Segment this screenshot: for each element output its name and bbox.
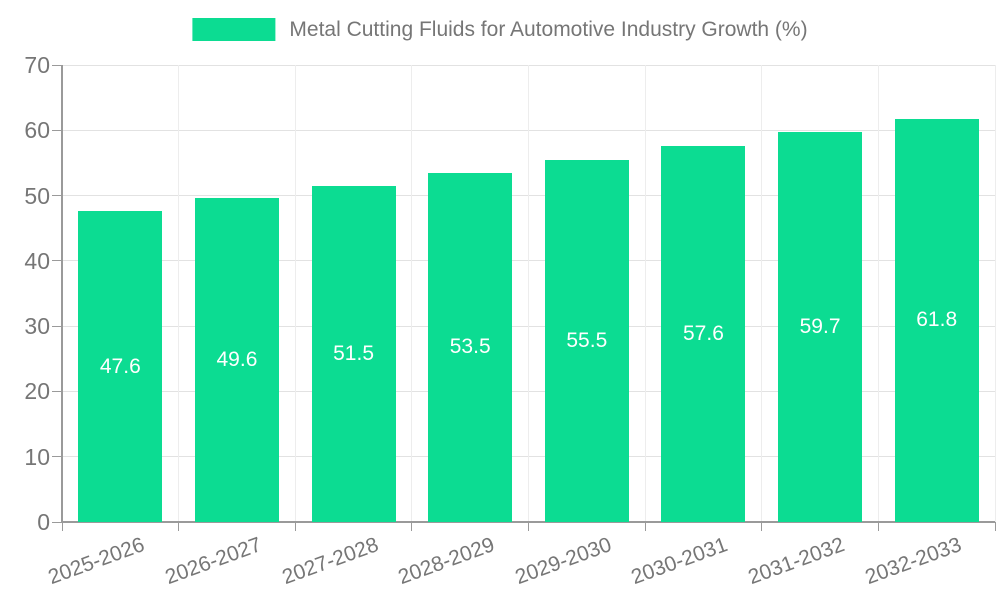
x-axis-line [62,521,995,523]
y-axis-tick [52,129,62,131]
bar-2028-2029[interactable] [428,172,513,522]
gridline-vertical [411,65,413,522]
bar-value-label: 57.6 [683,321,724,345]
x-axis-tick [994,522,996,531]
gridline-vertical [644,65,646,522]
gridline-vertical [877,65,879,522]
y-axis-tick [52,456,62,458]
y-axis-tick-label: 10 [24,443,50,470]
gridline-vertical [994,65,996,522]
bar-2032-2033[interactable] [894,118,979,522]
bar-2027-2028[interactable] [311,185,396,522]
x-axis-tick [178,522,180,531]
x-axis-tick [294,522,296,531]
chart-title: Metal Cutting Fluids for Automotive Indu… [289,18,808,41]
y-axis-line [61,65,63,522]
y-axis-tick [52,325,62,327]
y-axis-tick [52,390,62,392]
x-axis-tick [411,522,413,531]
bar-2030-2031[interactable] [661,145,746,522]
bar-2031-2032[interactable] [778,132,863,522]
y-axis-tick-label: 20 [24,378,50,405]
x-axis-tick [644,522,646,531]
bar-value-label: 51.5 [333,341,374,365]
gridline-vertical [761,65,763,522]
y-axis-tick [52,195,62,197]
bar-2025-2026[interactable] [78,211,163,522]
x-axis-tick [761,522,763,531]
y-axis-tick-label: 0 [37,509,50,535]
bar-2029-2030[interactable] [544,159,629,522]
bar-value-label: 49.6 [216,348,258,372]
x-axis-tick [61,522,63,531]
gridline-vertical [178,65,180,522]
y-axis-tick-label: 70 [24,52,50,78]
bar-value-label: 61.8 [916,308,958,332]
bar-value-label: 53.5 [449,335,491,359]
bar-value-label: 59.7 [799,315,841,339]
bar-value-label: 55.5 [566,328,608,352]
x-axis-tick [528,522,529,531]
y-axis-tick [52,260,62,262]
y-axis-tick-label: 60 [24,117,50,144]
x-axis-tick [877,522,879,531]
y-axis-tick [52,64,62,66]
gridline-vertical [528,65,529,522]
bar-value-label: 47.6 [99,354,141,378]
y-axis-tick-label: 40 [24,247,50,274]
y-axis-tick [52,521,62,523]
y-axis-tick-label: 50 [24,182,50,209]
y-axis-tick-label: 30 [24,313,50,340]
bar-2026-2027[interactable] [194,198,279,522]
legend-item[interactable]: Metal Cutting Fluids for Automotive Indu… [192,18,808,41]
gridline-vertical [294,65,296,522]
legend-swatch [192,18,276,41]
